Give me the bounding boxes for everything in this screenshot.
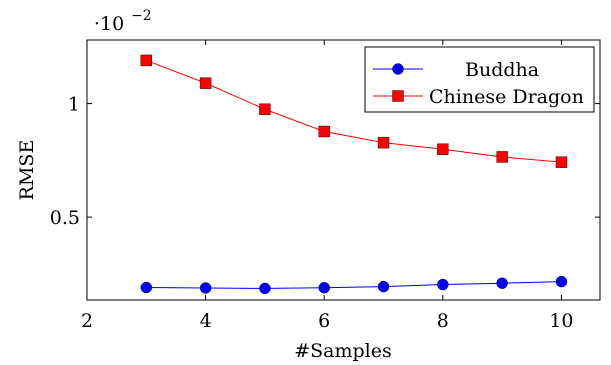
y-scale-multiplier: ·10 [94,13,124,35]
legend-label-chinese-dragon: Chinese Dragon [429,86,584,108]
data-point-buddha [377,280,390,293]
data-point-buddha [318,282,330,294]
x-tick-label: 6 [318,310,330,332]
data-point-buddha [140,281,153,294]
data-point-chinese-dragon [377,136,390,149]
y-axis-title: RMSE [16,140,38,201]
data-point-chinese-dragon [318,125,330,138]
data-point-chinese-dragon [555,156,568,168]
series-layer [140,54,568,295]
data-point-chinese-dragon [140,54,153,67]
data-point-chinese-dragon [496,151,508,163]
data-point-buddha [555,275,568,288]
x-tick-label: 10 [549,310,573,332]
legend: Buddha Chinese Dragon [364,46,595,113]
y-scale-exponent: −2 [131,8,152,24]
data-point-chinese-dragon [437,143,449,155]
legend-marker-chinese-dragon [392,90,404,102]
data-point-buddha [496,277,508,289]
legend-label-buddha: Buddha [465,59,539,81]
x-tick-label: 4 [200,310,212,332]
x-tick-label: 8 [437,310,449,332]
y-tick-label: 0.5 [50,207,80,229]
series-line-buddha [146,281,562,289]
plot-frame [86,39,601,301]
data-point-buddha [259,282,271,295]
data-point-buddha [199,282,212,294]
series-line-chinese-dragon [146,59,562,163]
data-point-chinese-dragon [199,77,212,89]
data-point-buddha [437,278,449,291]
x-axis-title: #Samples [294,340,392,362]
y-tick-label: 1 [68,94,80,116]
data-point-chinese-dragon [259,103,271,115]
legend-marker-buddha [392,63,404,75]
axis-ticks: 2 4 6 8 10 0.5 1 [50,40,600,332]
x-tick-label: 2 [81,310,93,332]
